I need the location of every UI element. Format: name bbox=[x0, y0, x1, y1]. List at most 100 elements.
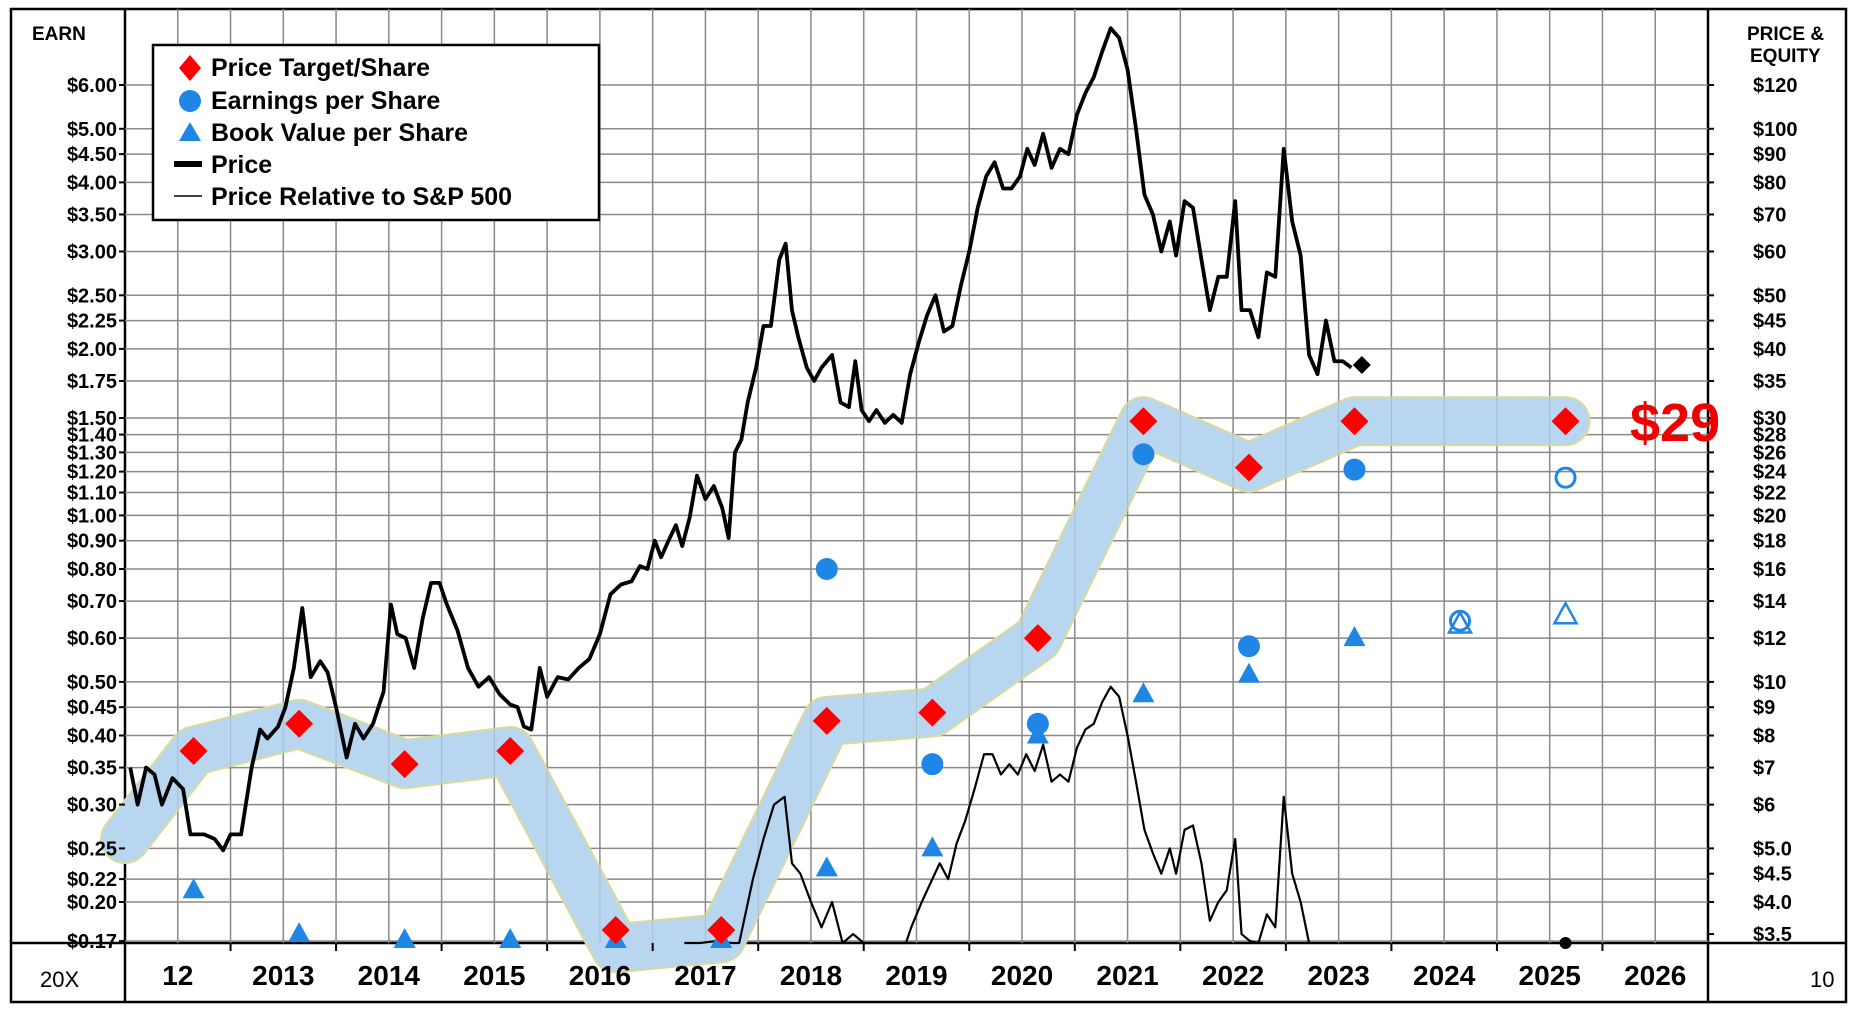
left-tick-label: $1.20 bbox=[67, 462, 117, 484]
left-tick-label: $1.30 bbox=[67, 442, 117, 464]
right-tick-label: $5.0 bbox=[1753, 838, 1792, 860]
earnings-circle bbox=[1554, 466, 1577, 489]
left-tick-label: $0.30 bbox=[67, 795, 117, 817]
book-value-triangle bbox=[182, 878, 205, 899]
left-tick-label: $0.70 bbox=[67, 591, 117, 613]
right-tick-label: $70 bbox=[1753, 204, 1786, 226]
right-tick-label: $20 bbox=[1753, 505, 1786, 527]
legend-label-target: Price Target/Share bbox=[211, 54, 430, 82]
left-tick-label: $5.00 bbox=[67, 119, 117, 141]
book-value-triangle bbox=[499, 928, 522, 948]
right-tick-label: $26 bbox=[1753, 442, 1786, 464]
price-target-diamond bbox=[179, 737, 208, 766]
price-target-diamond bbox=[1234, 453, 1263, 482]
x-tick-label: 2021 bbox=[1096, 960, 1158, 991]
earnings-circle bbox=[1026, 712, 1049, 735]
right-tick-label: $16 bbox=[1753, 559, 1786, 581]
legend-circle-icon bbox=[179, 90, 201, 112]
price-target-diamond bbox=[1129, 407, 1158, 436]
left-tick-label: $4.50 bbox=[67, 144, 117, 166]
left-tick-label: $0.17 bbox=[67, 931, 117, 953]
x-tick-label: 2025 bbox=[1519, 960, 1581, 991]
book-value-triangle bbox=[815, 856, 838, 877]
left-tick-label: $0.50 bbox=[67, 672, 117, 694]
target-band-fill bbox=[102, 398, 1589, 972]
earnings-circle bbox=[1343, 458, 1366, 481]
price-relative-line bbox=[684, 685, 1311, 945]
right-axis-title-line1: PRICE & bbox=[1747, 24, 1824, 45]
right-tick-label: $24 bbox=[1753, 462, 1787, 484]
legend-label-book-value: Book Value per Share bbox=[211, 119, 468, 147]
price-line bbox=[128, 26, 1353, 853]
x-tick-label: 2024 bbox=[1413, 960, 1476, 991]
left-tick-label: $0.22 bbox=[67, 869, 117, 891]
x-tick-label: 2022 bbox=[1202, 960, 1264, 991]
axis-labels: $6.00 $5.00 $4.50 $4.00 $3.50 $3.00 $2.50 $2.25… bbox=[67, 75, 1798, 991]
price-target-diamond bbox=[1340, 407, 1369, 436]
timeline-dot bbox=[1559, 937, 1572, 949]
right-tick-label: $9 bbox=[1753, 697, 1775, 719]
right-tick-label: $7 bbox=[1753, 758, 1775, 780]
right-axis-title-line2: EQUITY bbox=[1750, 46, 1821, 67]
right-tick-label: $3.5 bbox=[1753, 924, 1792, 946]
price-target-diamond bbox=[285, 709, 314, 738]
outer-frame bbox=[9, 7, 1848, 1004]
left-tick-label: $3.00 bbox=[67, 242, 117, 264]
legend: Price Target/Share Earnings per Share Bo… bbox=[151, 43, 601, 222]
right-tick-label: $18 bbox=[1753, 531, 1786, 553]
right-tick-label: $4.5 bbox=[1753, 864, 1792, 886]
earnings-circle bbox=[815, 557, 838, 580]
legend-thick-line-icon bbox=[174, 161, 202, 167]
right-tick-label: $100 bbox=[1753, 119, 1798, 141]
book-value-triangle bbox=[1552, 600, 1579, 625]
left-tick-label: $6.00 bbox=[67, 75, 117, 97]
price-target-label: $29 bbox=[1630, 393, 1720, 453]
left-tick-label: $0.90 bbox=[67, 531, 117, 553]
x-tick-label: 2014 bbox=[358, 960, 421, 991]
book-value-triangle bbox=[1446, 609, 1474, 634]
x-tick-label: 2020 bbox=[991, 960, 1053, 991]
right-tick-label: $80 bbox=[1753, 172, 1786, 194]
left-tick-label: $0.80 bbox=[67, 559, 117, 581]
x-tick-label: 12 bbox=[162, 960, 193, 991]
right-tick-label: $30 bbox=[1753, 408, 1786, 430]
book-value-triangle bbox=[1343, 626, 1366, 647]
left-tick-label: $1.00 bbox=[67, 505, 117, 527]
right-tick-label: $90 bbox=[1753, 144, 1786, 166]
left-tick-label: $0.60 bbox=[67, 628, 117, 650]
grid-lines bbox=[125, 9, 1708, 943]
right-tick-label: $50 bbox=[1753, 285, 1786, 307]
left-tick-label: $1.40 bbox=[67, 425, 117, 447]
left-axis-title: EARN bbox=[32, 24, 86, 45]
right-tick-label: $120 bbox=[1753, 75, 1798, 97]
earnings-circle bbox=[921, 753, 944, 776]
right-tick-label: $4.0 bbox=[1753, 892, 1792, 914]
price-relative-series bbox=[684, 685, 1311, 945]
book-value-triangle bbox=[921, 836, 944, 857]
x-tick-label: 2023 bbox=[1307, 960, 1369, 991]
right-tick-label: $35 bbox=[1753, 371, 1786, 393]
right-tick-label: $45 bbox=[1753, 311, 1786, 333]
right-tick-label: $14 bbox=[1753, 591, 1787, 613]
right-tick-label: $10 bbox=[1753, 672, 1786, 694]
left-tick-label: $4.00 bbox=[67, 172, 117, 194]
price-target-diamond bbox=[390, 750, 419, 779]
book-value-triangle bbox=[1132, 682, 1155, 703]
left-tick-label: $1.10 bbox=[67, 483, 117, 505]
price-target-diamond bbox=[918, 698, 947, 727]
left-tick-label: $0.20 bbox=[67, 892, 117, 914]
data-markers bbox=[179, 407, 1580, 949]
left-tick-label: $2.25 bbox=[67, 311, 117, 333]
x-tick-label: 2026 bbox=[1624, 960, 1686, 991]
legend-label-earnings: Earnings per Share bbox=[211, 87, 440, 115]
left-tick-label: $0.25 bbox=[67, 838, 117, 860]
left-tick-label: $1.50 bbox=[67, 408, 117, 430]
book-value-triangle bbox=[393, 928, 416, 948]
earnings-circle bbox=[1132, 443, 1155, 466]
left-tick-label: $0.45 bbox=[67, 697, 117, 719]
earnings-circle bbox=[1448, 609, 1471, 632]
left-tick-label: $2.50 bbox=[67, 285, 117, 307]
right-tick-label: $22 bbox=[1753, 483, 1786, 505]
left-tick-label: $2.00 bbox=[67, 339, 117, 361]
